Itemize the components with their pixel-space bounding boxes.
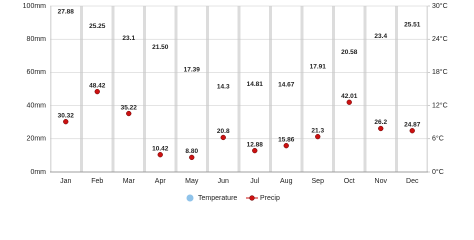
x-tick-label: Jun <box>218 178 229 185</box>
value-label: 20.58 <box>341 49 358 56</box>
value-label: 23.1 <box>122 35 135 42</box>
month-column <box>240 6 269 172</box>
value-label: 17.91 <box>310 64 327 71</box>
y-tick-label: 100mm <box>23 3 47 10</box>
y2-tick-label: 18°C <box>432 68 448 76</box>
y2-tick-label: 0°C <box>432 168 444 176</box>
precip-point <box>409 128 415 134</box>
precip-point <box>94 88 100 95</box>
x-tick-label: Mar <box>123 178 136 185</box>
value-label: 14.81 <box>247 81 264 88</box>
x-tick-label: Sep <box>312 178 325 185</box>
precip-point <box>189 154 195 161</box>
legend-label: Precip <box>260 195 280 202</box>
value-label: 14.3 <box>217 84 230 91</box>
legend-swatch <box>186 194 194 202</box>
x-tick-label: Nov <box>375 178 388 185</box>
x-tick-label: Dec <box>406 178 419 185</box>
value-label: 42.01 <box>341 93 358 100</box>
value-label: 30.32 <box>58 112 75 119</box>
value-label: 35.22 <box>121 104 138 111</box>
value-label: 27.88 <box>58 8 75 15</box>
month-column <box>398 6 427 172</box>
value-label: 20.8 <box>217 128 230 135</box>
y2-tick-label: 6°C <box>432 135 444 143</box>
value-label: 12.88 <box>247 141 264 148</box>
month-column <box>303 6 332 172</box>
value-label: 23.4 <box>374 33 387 40</box>
month-column <box>146 6 175 172</box>
y2-tick-label: 12°C <box>432 101 448 109</box>
precip-point <box>252 147 258 154</box>
precip-point <box>63 119 69 125</box>
precip-point <box>157 152 163 158</box>
y2-tick-label: 24°C <box>432 35 448 43</box>
precip-point <box>315 133 321 140</box>
value-label: 48.42 <box>89 82 106 89</box>
y-tick-label: 0mm <box>30 169 46 176</box>
month-column <box>335 6 364 172</box>
value-label: 10.42 <box>152 145 169 152</box>
value-label: 15.86 <box>278 136 295 143</box>
value-label: 17.39 <box>184 66 201 73</box>
y-tick-label: 60mm <box>27 69 47 76</box>
y-tick-label: 40mm <box>27 102 47 109</box>
x-tick-label: Apr <box>155 178 167 185</box>
month-column <box>177 6 206 172</box>
y2-tick-label: 30°C <box>432 2 448 10</box>
value-label: 8.80 <box>185 148 198 155</box>
precip-point <box>126 110 132 117</box>
x-tick-label: Feb <box>91 178 103 185</box>
value-label: 21.3 <box>311 127 324 134</box>
plot-background <box>50 6 428 172</box>
precip-point <box>378 125 384 132</box>
x-tick-label: Jan <box>60 178 71 185</box>
legend-label: Temperature <box>198 195 237 202</box>
x-tick-label: Aug <box>280 178 293 185</box>
y-tick-label: 20mm <box>27 136 47 143</box>
precip-point <box>220 134 226 141</box>
value-label: 21.50 <box>152 44 169 51</box>
value-label: 25.51 <box>404 22 421 29</box>
month-column <box>366 6 395 172</box>
value-label: 14.67 <box>278 82 295 89</box>
value-label: 24.87 <box>404 121 421 128</box>
chart: 0mm 20mm 40mm 60mm 80mm 100mm 0°C 6°C 12°C 18°C 24… <box>23 2 448 202</box>
x-tick-label: Jul <box>250 178 259 185</box>
y-tick-label: 80mm <box>27 36 47 43</box>
x-tick-label: Oct <box>344 178 355 185</box>
precip-point <box>346 99 352 105</box>
month-column <box>51 6 80 172</box>
precip-point <box>283 143 289 149</box>
value-label: 25.25 <box>89 23 106 30</box>
legend-swatch <box>249 195 255 201</box>
month-column <box>114 6 143 172</box>
x-tick-label: May <box>185 178 199 185</box>
value-label: 26.2 <box>374 119 387 126</box>
month-column <box>209 6 238 172</box>
